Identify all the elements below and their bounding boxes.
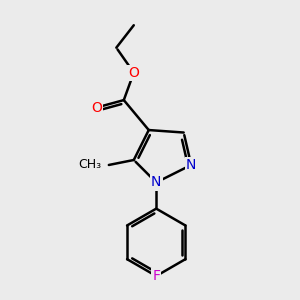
Text: CH₃: CH₃ [78, 158, 101, 172]
Text: O: O [128, 66, 139, 80]
Text: N: N [186, 158, 196, 172]
Text: N: N [151, 176, 161, 189]
Text: F: F [152, 269, 160, 283]
Text: O: O [91, 100, 102, 115]
